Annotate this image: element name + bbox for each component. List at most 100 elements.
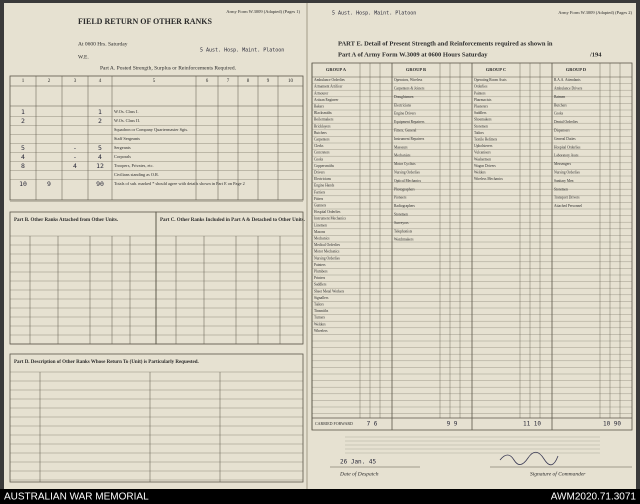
trade: Welders [314, 322, 326, 326]
row-entry: - [73, 144, 77, 152]
date-caption: Date of Despatch [339, 470, 379, 477]
trade: Armament Artificer [314, 85, 343, 89]
trade: Pioneers [394, 196, 407, 200]
trade: Masseurs [394, 145, 408, 149]
total: 9 9 [447, 421, 458, 428]
column-number: 6 [206, 79, 209, 84]
row-entry: 1 [21, 108, 25, 116]
title: FIELD RETURN OF OTHER RANKS [78, 17, 212, 26]
trade: Plumbers [314, 270, 328, 274]
group-heading: GROUP A [326, 67, 347, 72]
trade: Storemen [554, 187, 568, 191]
trade: Coppersmiths [314, 164, 335, 168]
row-entry: - [73, 153, 77, 161]
trade: Radiographers [394, 204, 416, 208]
row-entry: 4 [98, 153, 102, 161]
trade: Ambulance Orderlies [314, 78, 345, 82]
trade: Tinsmiths [314, 309, 329, 313]
trade: Mechanics [314, 237, 330, 241]
group-heading: GROUP B [406, 67, 426, 72]
row-label: Troopers, Privates, etc. [114, 163, 154, 169]
trade: Operating Room Assts [474, 78, 507, 82]
row-entry: 2 [98, 117, 102, 125]
trade: Photographers [394, 187, 415, 191]
trade: Clerks [314, 144, 324, 148]
unit: 5 Aust. Hosp. Maint. Platoon [332, 11, 416, 17]
trade: Fitters [314, 197, 324, 201]
trade: Cooks [554, 112, 564, 116]
trade: Laboratory Assts [554, 154, 579, 158]
trade: Upholsterers [474, 144, 493, 148]
trade: Plasterers [474, 105, 489, 109]
we-line: W.E. [78, 54, 89, 60]
row-label: Staff Sergeants [114, 136, 140, 141]
trade: Wagon Drivers [474, 164, 496, 168]
row-entry: 90 [96, 180, 104, 188]
row-label: Squadron or Company Quartermaster Sgts. [114, 127, 188, 132]
trade: Gunners [314, 204, 327, 208]
row-entry: 9 [47, 180, 51, 188]
row-entry: 2 [21, 117, 25, 125]
column-number: 10 [288, 79, 294, 84]
trade: Butchers [314, 131, 327, 135]
trade: Draughtsmen [394, 95, 414, 99]
form-ref: Army Form W.3009 (Adapted) (Pages 1) [226, 9, 300, 14]
despatch-date: 26 Jan. 45 [340, 459, 377, 466]
trade: Instrument Mechanics [314, 217, 347, 221]
trade: Sanitary Men [554, 179, 574, 183]
trade: Nursing Orderlies [394, 171, 420, 175]
trade: Tailors [474, 131, 485, 135]
trade: Telephonists [394, 229, 413, 233]
trade: Hospital Orderlies [554, 145, 581, 149]
part-b-heading: Part B. Other Ranks Attached from Other … [14, 218, 119, 223]
trade: Motor Cyclists [394, 162, 416, 166]
unit: 5 Aust. Hosp. Maint. Platoon [200, 48, 284, 54]
row-entry: 5 [21, 144, 25, 152]
trade: Linemen [314, 223, 327, 227]
trade: Messengers [554, 162, 572, 166]
footer-bar [0, 489, 640, 504]
trade: Orderlies [474, 85, 488, 89]
trade: Storemen [394, 213, 408, 217]
row-entry: 8 [21, 162, 25, 170]
trade: Watchmakers [394, 238, 414, 242]
trade: General Duties [554, 137, 576, 141]
group-heading: GROUP D [566, 67, 587, 72]
trade: Farriers [314, 190, 326, 194]
trade: Fitters, General [394, 129, 416, 134]
trade: Dispensers [554, 129, 570, 133]
part-d-heading: Part D. Description of Other Ranks Whose… [14, 360, 200, 365]
trade: Painters [474, 91, 486, 95]
column-number: 9 [267, 79, 270, 84]
trade: Operators, Wireless [394, 78, 423, 83]
archive-ref: AWM2020.71.3071 [551, 492, 637, 503]
row-label: W.Os. Class II. [114, 118, 140, 123]
trade: Wireless Mechanics [474, 177, 503, 181]
signature [499, 451, 559, 466]
group-heading: GROUP C [486, 67, 506, 72]
trade: Instrument Repairers [394, 137, 425, 141]
right-page: 5 Aust. Hosp. Maint. Platoon Army Form W.… [311, 10, 632, 477]
trade: Saddlers [314, 283, 327, 287]
trade: Washermen [474, 157, 491, 161]
trade: Nursing Orderlies [554, 171, 580, 175]
trade: Electricians [394, 103, 412, 107]
year: /194 [589, 51, 602, 58]
trade: Signallers [314, 296, 329, 300]
trade: Tailors [314, 303, 325, 307]
row-label: Totals of sub. marked * should agree wit… [114, 181, 245, 186]
trade: Armourer [314, 91, 329, 95]
trade: Bakers [314, 105, 325, 109]
trade: Masons [314, 230, 326, 234]
trade: Butchers [554, 103, 567, 107]
column-number: 8 [247, 79, 250, 84]
row-entry: 5 [98, 144, 102, 152]
trade: Drivers [314, 171, 325, 175]
trade: Shoemakers [474, 118, 492, 122]
trade: Bricklayers [314, 124, 331, 128]
total: 11 10 [523, 421, 541, 428]
trade: Textile Refitters [474, 138, 498, 142]
trade: Transport Drivers [554, 196, 580, 200]
trade: Hospital Orderlies [314, 210, 341, 214]
